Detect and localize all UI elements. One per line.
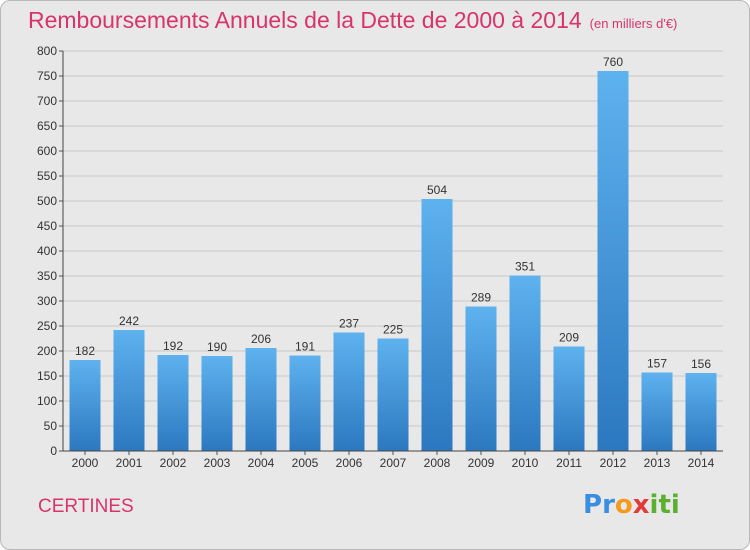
chart-subtitle: (en milliers d'€): [589, 16, 678, 31]
x-axis-tick-labels: 2000 2001 2002 2003 2004 2005 2006 2007 2008 2009…: [72, 451, 715, 470]
bar-2000: [69, 360, 101, 451]
logo-letter: i: [670, 490, 680, 520]
proxiti-logo: Proxiti: [583, 490, 680, 520]
bar-2013: [641, 372, 673, 451]
y-tick-label: 550: [37, 169, 57, 183]
value-label: 209: [559, 331, 579, 345]
value-label: 289: [471, 291, 491, 305]
y-tick-label: 600: [37, 144, 57, 158]
x-tick-label: 2010: [512, 456, 539, 470]
x-tick-label: 2008: [424, 456, 451, 470]
value-label: 351: [515, 260, 535, 274]
y-tick-label: 500: [37, 194, 57, 208]
value-labels: 182 242 192 190 206 191 237 225 504 289 351 209 760 1…: [75, 55, 711, 371]
y-tick-label: 800: [37, 44, 57, 58]
y-tick-label: 750: [37, 69, 57, 83]
value-label: 206: [251, 332, 271, 346]
x-tick-label: 2014: [688, 456, 715, 470]
bar-2004: [245, 348, 277, 451]
logo-letter: i: [649, 490, 659, 520]
x-tick-label: 2005: [292, 456, 319, 470]
logo-letter: t: [658, 490, 671, 520]
value-label: 225: [383, 323, 403, 337]
value-label: 192: [163, 339, 183, 353]
x-tick-label: 2012: [600, 456, 627, 470]
bar-2009: [465, 306, 497, 451]
value-label: 156: [691, 357, 711, 371]
y-tick-label: 200: [37, 344, 57, 358]
x-tick-label: 2003: [204, 456, 231, 470]
value-label: 760: [603, 55, 623, 69]
value-label: 190: [207, 340, 227, 354]
bar-2008: [421, 199, 453, 451]
x-tick-label: 2002: [160, 456, 187, 470]
bar-2002: [157, 355, 189, 451]
bar-2011: [553, 346, 585, 451]
chart-title: Remboursements Annuels de la Dette de 20…: [28, 7, 677, 34]
x-tick-label: 2004: [248, 456, 275, 470]
bars: [69, 71, 717, 451]
axes: [62, 51, 723, 452]
bar-2007: [377, 338, 409, 451]
logo-letter: P: [583, 490, 603, 520]
bar-2003: [201, 356, 233, 451]
chart-title-text: Remboursements Annuels de la Dette de 20…: [28, 7, 582, 33]
y-tick-label: 250: [37, 319, 57, 333]
y-tick-label: 650: [37, 119, 57, 133]
y-tick-label: 450: [37, 219, 57, 233]
logo-letter: x: [632, 490, 650, 520]
x-tick-label: 2013: [644, 456, 671, 470]
place-name: CERTINES: [38, 496, 134, 517]
bar-2012: [597, 71, 629, 451]
bar-2014: [685, 373, 717, 451]
y-tick-label: 350: [37, 269, 57, 283]
logo-letter: r: [602, 490, 615, 520]
value-label: 504: [427, 183, 447, 197]
x-tick-label: 2007: [380, 456, 407, 470]
value-label: 242: [119, 314, 139, 328]
y-tick-label: 0: [50, 444, 57, 458]
bar-2005: [289, 355, 321, 451]
y-tick-label: 50: [44, 419, 58, 433]
bar-2010: [509, 275, 541, 451]
value-label: 237: [339, 317, 359, 331]
x-tick-label: 2006: [336, 456, 363, 470]
y-axis-tick-labels: 0 50 100 150 200 250 300 350 400 450 500 550 600 650 7…: [37, 44, 57, 458]
x-tick-label: 2011: [556, 456, 582, 470]
y-tick-label: 300: [37, 294, 57, 308]
y-tick-label: 700: [37, 94, 57, 108]
x-tick-label: 2001: [116, 456, 143, 470]
x-tick-label: 2000: [72, 456, 99, 470]
value-label: 157: [647, 357, 667, 371]
y-tick-label: 100: [37, 394, 57, 408]
bar-2006: [333, 332, 365, 451]
x-tick-label: 2009: [468, 456, 495, 470]
bar-2001: [113, 330, 145, 451]
y-tick-label: 400: [37, 244, 57, 258]
logo-letter: o: [614, 490, 633, 520]
value-label: 191: [295, 340, 315, 354]
value-label: 182: [75, 344, 95, 358]
y-tick-label: 150: [37, 369, 57, 383]
